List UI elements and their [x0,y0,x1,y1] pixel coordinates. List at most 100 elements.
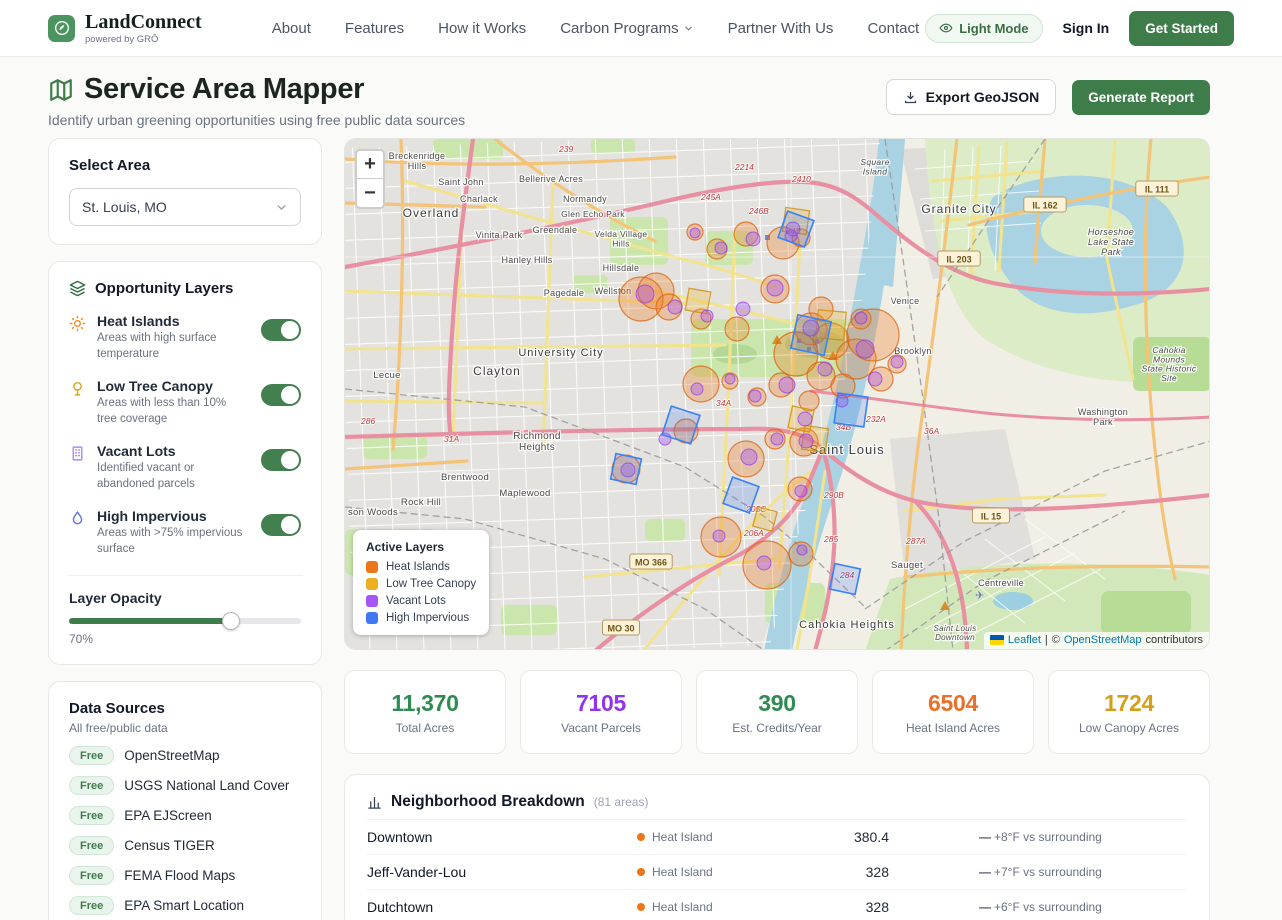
area-select-value: St. Louis, MO [82,199,167,215]
svg-text:36A: 36A [924,426,939,436]
svg-text:Saint John: Saint John [438,177,484,187]
source-name: EPA EJScreen [124,808,212,823]
svg-text:MO 366: MO 366 [635,558,667,568]
source-row-epa-smart-location: FreeEPA Smart Location [69,896,301,915]
svg-text:Venice: Venice [891,296,920,306]
opacity-value: 70% [69,632,301,646]
layer-toggle-high-impervious[interactable] [261,514,301,536]
light-mode-toggle[interactable]: Light Mode [925,14,1042,43]
stat-value: 7105 [576,690,626,717]
sign-in-link[interactable]: Sign In [1063,20,1110,36]
legend-label: High Impervious [386,612,469,624]
opportunity-layers-card: Opportunity Layers Heat IslandsAreas wit… [48,261,322,665]
nav-item-how-it-works[interactable]: How it Works [438,20,526,37]
export-geojson-button[interactable]: Export GeoJSON [886,79,1057,115]
stat-label: Est. Credits/Year [732,721,822,735]
stat-label: Vacant Parcels [561,721,641,735]
row-tag: Heat Island [637,865,812,879]
attribution-separator: | [1045,634,1048,646]
svg-text:285: 285 [823,534,838,544]
opacity-slider-thumb[interactable] [222,612,240,630]
get-started-button[interactable]: Get Started [1129,11,1234,46]
svg-text:232A: 232A [865,414,886,424]
svg-text:246B: 246B [748,206,769,216]
legend-label: Vacant Lots [386,595,446,607]
download-icon [903,90,918,105]
row-value: 328 [812,899,907,915]
opacity-slider[interactable] [69,618,301,624]
svg-text:Clayton: Clayton [473,364,521,378]
layers-icon [69,280,86,297]
zoom-in-button[interactable]: + [357,151,383,179]
legend-title: Active Layers [366,540,476,554]
top-navigation-bar: LandConnect powered by GRŌ About Features… [0,0,1282,57]
building-icon [69,445,87,467]
svg-text:Greendale: Greendale [533,225,578,235]
brand-tagline: powered by GRŌ [85,34,202,45]
generate-report-button[interactable]: Generate Report [1072,80,1210,115]
table-row-jeff-vander-lou: Jeff-Vander-LouHeat Island328—+7°F vs su… [367,854,1187,889]
source-name: Census TIGER [124,838,215,853]
sidebar: Select Area St. Louis, MO Opportunity La… [48,138,322,920]
heat-island-dot [637,903,645,911]
svg-text:IL 203: IL 203 [946,255,971,265]
nav-item-contact[interactable]: Contact [867,20,919,37]
map-canvas[interactable]: ✈ IL 162IL 111IL 203IL 15MO 366MO 302392… [344,138,1210,650]
delta-text: +7°F vs surrounding [994,865,1102,879]
source-name: OpenStreetMap [124,748,219,763]
layer-toggle-vacant-lots[interactable] [261,449,301,471]
nav-item-about[interactable]: About [272,20,311,37]
attribution-contributors: contributors [1146,634,1203,646]
leaflet-link[interactable]: Leaflet [1008,634,1041,646]
openstreetmap-link[interactable]: OpenStreetMap [1064,634,1142,646]
brand-logo[interactable]: LandConnect powered by GRŌ [48,12,202,45]
source-row-fema-flood-maps: FreeFEMA Flood Maps [69,866,301,885]
row-delta: —+6°F vs surrounding [907,900,1187,914]
svg-text:287A: 287A [905,536,926,546]
free-badge: Free [69,746,114,765]
brand-name: LandConnect [85,12,202,32]
row-name: Jeff-Vander-Lou [367,864,637,880]
legend-swatch [366,612,378,624]
stats-row: 11,370Total Acres7105Vacant Parcels390Es… [344,670,1210,754]
svg-text:245A: 245A [700,192,721,202]
svg-text:Hillsdale: Hillsdale [603,263,640,273]
svg-text:Centreville: Centreville [978,578,1024,588]
area-select[interactable]: St. Louis, MO [69,188,301,226]
zoom-out-button[interactable]: − [357,179,383,207]
layers-title: Opportunity Layers [95,280,233,297]
free-badge: Free [69,806,114,825]
svg-text:RichmondHeights: RichmondHeights [513,431,560,453]
nav-item-partner-with-us[interactable]: Partner With Us [728,20,834,37]
nav-item-carbon-programs[interactable]: Carbon Programs [560,20,693,37]
leaf-logo-icon [48,15,75,42]
layer-toggle-low-tree-canopy[interactable] [261,384,301,406]
heat-island-dot [637,833,645,841]
breakdown-title: Neighborhood Breakdown [391,793,585,811]
layer-name: Vacant Lots [97,443,251,459]
svg-text:206A: 206A [743,528,764,538]
sun-icon [69,315,87,337]
layer-row-heat-islands: Heat IslandsAreas with high surface temp… [69,313,301,362]
svg-text:Lecue: Lecue [373,370,400,381]
layer-name: Heat Islands [97,313,251,329]
legend-item-heat-islands: Heat Islands [366,561,476,573]
svg-text:IL 15: IL 15 [981,512,1001,522]
page-title: Service Area Mapper [84,73,364,106]
source-name: FEMA Flood Maps [124,868,235,883]
layer-toggle-heat-islands[interactable] [261,319,301,341]
row-tag: Heat Island [637,830,812,844]
layer-row-high-impervious: High ImperviousAreas with >75% imperviou… [69,508,301,557]
svg-text:Cahokia Heights: Cahokia Heights [799,619,895,631]
svg-text:31A: 31A [444,434,459,444]
stat-value: 11,370 [391,690,458,717]
bar-chart-icon [367,795,382,810]
svg-text:Bellerive Acres: Bellerive Acres [519,174,583,184]
svg-text:Rock Hill: Rock Hill [401,497,441,508]
stat-value: 390 [758,690,795,717]
nav-item-features[interactable]: Features [345,20,404,37]
layer-desc: Areas with >75% impervious surface [97,526,247,557]
tag-label: Heat Island [652,865,713,879]
svg-text:Pagedale: Pagedale [544,288,584,298]
svg-text:Brooklyn: Brooklyn [894,346,931,356]
